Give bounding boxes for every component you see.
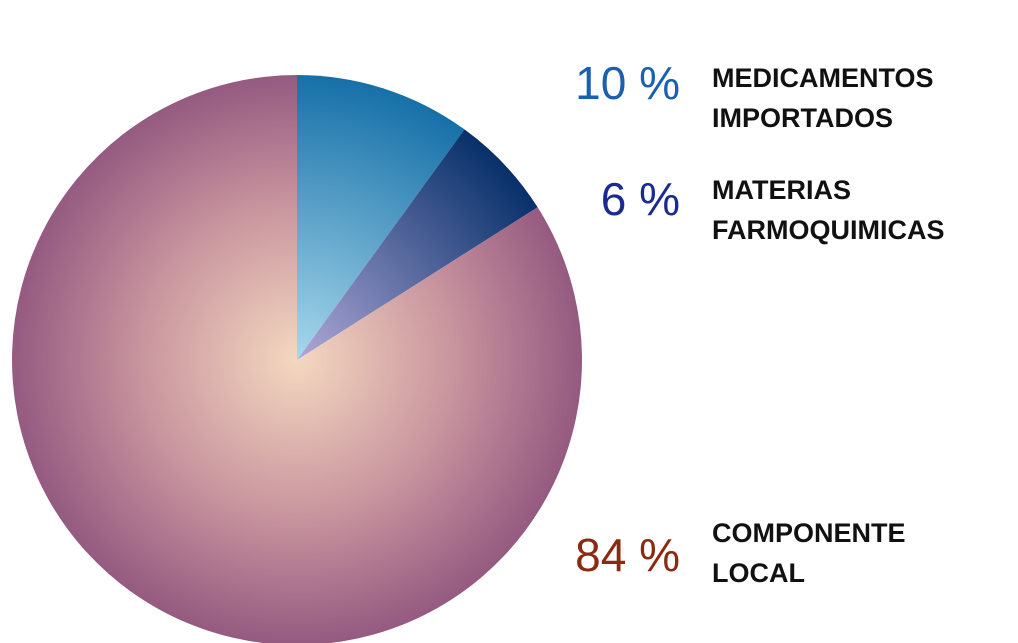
pie-slice	[12, 75, 582, 643]
legend-label: MATERIAS FARMOQUIMICAS	[712, 175, 945, 245]
legend-label: MEDICAMENTOS IMPORTADOS	[712, 63, 934, 133]
pie-slice	[297, 75, 465, 360]
value-label: 10 %	[575, 57, 680, 109]
legend-label: COMPONENTE LOCAL	[712, 518, 906, 588]
value-label: 6 %	[600, 173, 680, 225]
pie-slice	[297, 129, 538, 360]
value-label: 84 %	[575, 529, 680, 581]
